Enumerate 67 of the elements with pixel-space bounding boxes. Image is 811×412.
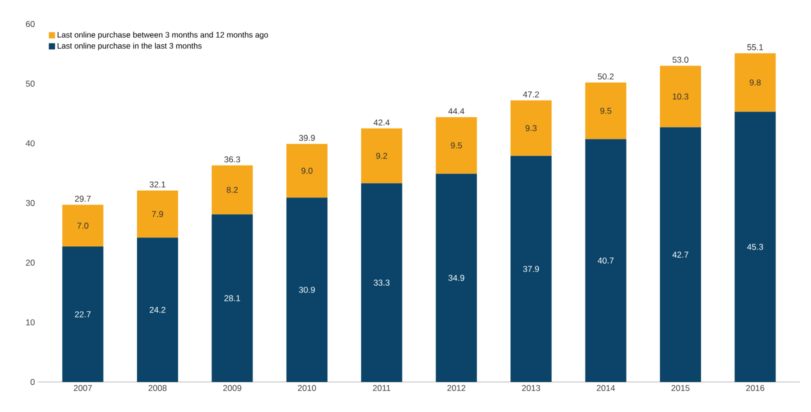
bar xyxy=(361,183,402,382)
data-label: 42.7 xyxy=(672,252,688,258)
bar xyxy=(136,190,178,238)
bar xyxy=(136,238,178,382)
data-label: 8.2 xyxy=(226,186,238,193)
data-label: 30.9 xyxy=(299,286,315,293)
total-label: 50.2 xyxy=(598,73,614,80)
total-label: 55.1 xyxy=(747,44,764,50)
data-label: 7.9 xyxy=(152,211,164,218)
y-tick-label: 30 xyxy=(26,200,35,206)
y-tick-label: 40 xyxy=(26,140,35,146)
bar xyxy=(286,144,328,198)
data-label: 10.3 xyxy=(672,94,688,100)
x-tick-label: 2012 xyxy=(447,385,466,392)
x-tick-label: 2010 xyxy=(298,385,316,392)
bar xyxy=(436,117,477,174)
data-label: 9.0 xyxy=(301,168,312,174)
data-label: 40.7 xyxy=(598,258,614,264)
bar xyxy=(436,174,477,382)
bar xyxy=(585,139,626,382)
bar xyxy=(212,165,253,214)
bar xyxy=(510,156,552,382)
total-label: 32.1 xyxy=(150,181,166,188)
bar xyxy=(62,204,104,247)
data-label: 9.8 xyxy=(750,79,761,86)
total-label: 42.4 xyxy=(374,119,390,126)
x-tick-label: 2007 xyxy=(74,385,92,392)
y-tick-label: 60 xyxy=(26,21,35,27)
y-tick-label: 0 xyxy=(30,379,35,385)
total-label: 39.9 xyxy=(299,134,315,141)
bar xyxy=(510,100,552,156)
total-label: 36.3 xyxy=(224,156,240,162)
bar xyxy=(734,112,776,382)
bar xyxy=(212,214,253,382)
x-tick-label: 2009 xyxy=(223,385,242,392)
bar xyxy=(585,82,626,140)
data-label: 9.3 xyxy=(526,125,537,132)
bar xyxy=(62,246,104,382)
total-label: 47.2 xyxy=(523,91,539,98)
bar xyxy=(660,127,702,382)
y-tick-label: 20 xyxy=(26,260,35,266)
x-tick-label: 2008 xyxy=(148,385,167,392)
x-tick-label: 2011 xyxy=(372,385,390,392)
data-label: 28.1 xyxy=(224,295,240,302)
bar xyxy=(660,66,702,128)
data-label: 22.7 xyxy=(75,311,91,318)
data-label: 7.0 xyxy=(77,222,88,229)
bar xyxy=(361,128,402,184)
y-tick-label: 10 xyxy=(26,319,35,326)
x-tick-label: 2016 xyxy=(746,385,764,392)
data-label: 9.5 xyxy=(600,108,612,114)
x-tick-label: 2015 xyxy=(671,385,690,392)
y-tick-label: 50 xyxy=(26,80,35,87)
data-label: 9.5 xyxy=(450,142,462,148)
bar xyxy=(734,53,776,112)
data-label: 34.9 xyxy=(448,274,464,281)
data-label: 37.9 xyxy=(523,266,539,272)
data-label: 24.2 xyxy=(150,306,166,313)
data-label: 45.3 xyxy=(747,244,764,250)
data-label: 33.3 xyxy=(374,280,390,286)
total-label: 29.7 xyxy=(75,196,91,202)
x-tick-label: 2013 xyxy=(522,385,540,392)
bar xyxy=(286,198,328,382)
total-label: 53.0 xyxy=(672,56,688,63)
data-label: 9.2 xyxy=(376,152,388,159)
total-label: 44.4 xyxy=(448,108,464,114)
x-tick-label: 2014 xyxy=(596,385,615,392)
